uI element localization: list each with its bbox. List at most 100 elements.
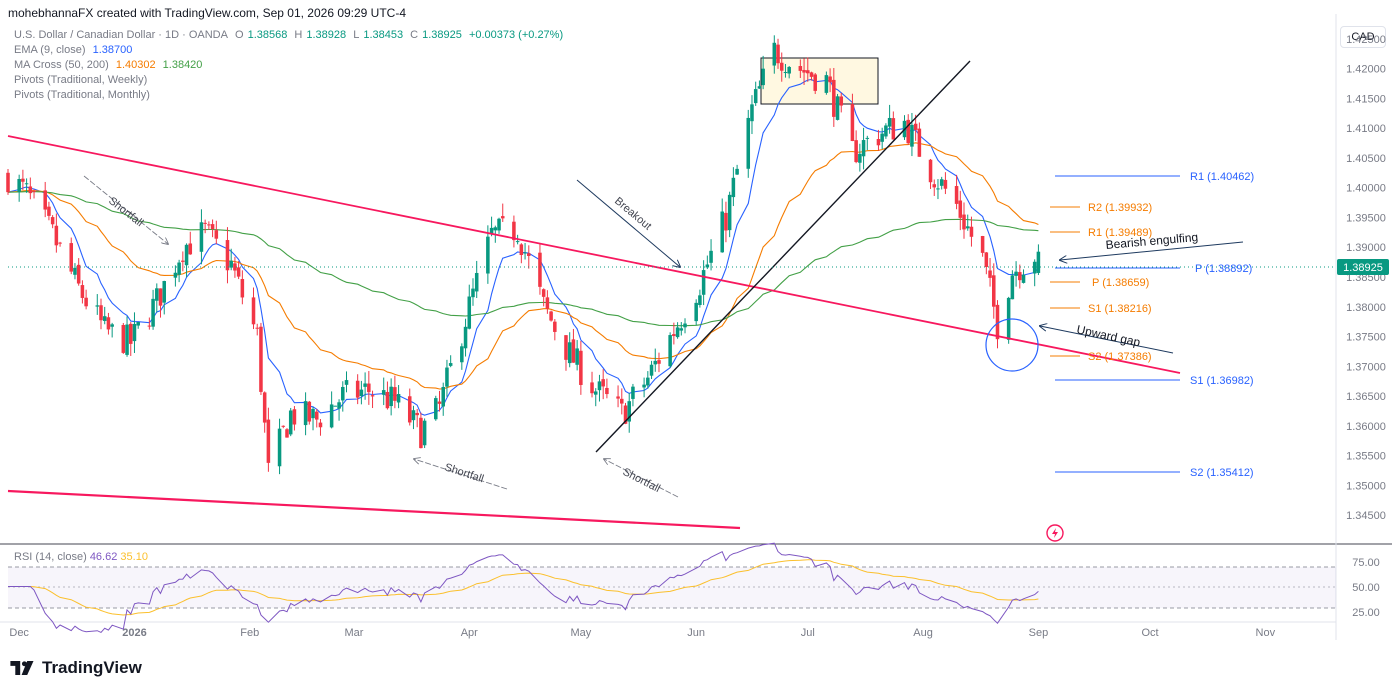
candle-body (646, 377, 650, 386)
ma50-value: 1.40302 (115, 59, 156, 71)
candle-body (58, 242, 62, 244)
candle-body (288, 410, 293, 435)
candle-body (928, 159, 933, 183)
price-axis[interactable]: 1.42500 1.42000 1.41500 1.41000 1.40500 1.400… (1346, 34, 1386, 522)
candle-body (6, 172, 10, 193)
ema-value: 1.38700 (92, 44, 133, 56)
candle-body (463, 326, 468, 349)
bearish-engulfing-arrow[interactable] (1060, 241, 1244, 260)
candle-body (318, 422, 323, 428)
candle-body (527, 253, 531, 256)
candle-body (471, 288, 475, 298)
rsi-ma-line (8, 559, 1039, 616)
shortfall-2-arrow[interactable] (414, 459, 508, 490)
candle-body (181, 260, 185, 262)
candle-body (344, 380, 349, 385)
candle-body (709, 250, 713, 263)
time-tick: Aug (913, 627, 933, 639)
candle-body (564, 335, 568, 360)
breakout-arrow[interactable] (576, 179, 680, 267)
ma-row[interactable]: MA Cross (50, 200) 1.40302 1.38420 (14, 58, 567, 73)
time-tick: Feb (240, 627, 259, 639)
rsi-value: 46.62 (89, 551, 118, 563)
ma-200-line[interactable] (7, 191, 1039, 327)
candle-body (162, 281, 167, 303)
candle-body (623, 405, 628, 424)
candle-body (199, 222, 204, 252)
candle-body (177, 262, 181, 275)
candle-body (262, 392, 267, 423)
candle-body (593, 391, 598, 395)
shortfall-3-arrow[interactable] (604, 459, 679, 498)
shortfall-1-arrow[interactable] (83, 175, 168, 244)
candle-body (672, 334, 676, 337)
monthly-s2-label: S2 (1.35412) (1190, 467, 1254, 479)
candle-body (314, 411, 319, 420)
candle-body (393, 387, 397, 401)
candle-body (541, 289, 546, 297)
candle-body (720, 211, 724, 253)
candle-body (422, 420, 427, 446)
time-tick: Oct (1141, 627, 1158, 639)
candle-body (549, 311, 553, 321)
gap-highlight-circle[interactable] (985, 318, 1039, 372)
candle-body (385, 391, 390, 409)
price-tick: 1.42000 (1346, 64, 1386, 76)
current-price-tag[interactable] (1337, 259, 1389, 275)
rsi-plot[interactable] (8, 542, 1039, 634)
pivots-weekly-row[interactable]: Pivots (Traditional, Weekly) (14, 73, 567, 88)
candle-body (24, 183, 29, 185)
lower-channel-line[interactable] (7, 489, 741, 530)
candle-body (80, 285, 85, 298)
candle-body (1014, 271, 1018, 276)
candle-body (188, 243, 193, 255)
candle-body (727, 194, 732, 231)
candle-body (943, 179, 948, 189)
rsi-band (8, 567, 1336, 608)
uptrend-line[interactable] (595, 60, 971, 453)
candle-body (210, 224, 215, 230)
candle-body (497, 218, 501, 231)
candle-body (575, 348, 579, 365)
weekly-r1-label: R1 (1.39489) (1088, 227, 1152, 239)
candle-body (958, 200, 963, 218)
candle-body (538, 252, 542, 287)
ema-9-line[interactable] (7, 78, 1039, 416)
candle-body (828, 76, 832, 83)
pivots-monthly-row[interactable]: Pivots (Traditional, Monthly) (14, 88, 567, 103)
symbol-name[interactable]: U.S. Dollar / Canadian Dollar · 1D · OAN… (14, 29, 228, 41)
candle-body (47, 206, 51, 216)
candle-body (73, 267, 77, 275)
weekly-p-label: P (1.38659) (1092, 277, 1149, 289)
candle-body (128, 323, 133, 344)
upward-gap-arrow[interactable] (1040, 326, 1174, 354)
rsi-legend[interactable]: RSI (14, close) 46.62 35.10 (14, 551, 148, 563)
candle-body (939, 179, 944, 186)
currency-button[interactable]: CAD (1340, 26, 1386, 48)
candle-body (657, 360, 661, 364)
tradingview-logo[interactable]: TradingView (10, 658, 142, 678)
time-tick: Sep (1029, 627, 1049, 639)
candle-body (512, 221, 516, 241)
time-axis[interactable]: Dec 2026 Feb Mar Apr May Jun Jul Aug Sep Oct Nov (9, 627, 1275, 639)
candle-body (954, 186, 959, 204)
pivots-monthly-label: Pivots (Traditional, Monthly) (14, 89, 150, 101)
candle-body (698, 295, 702, 305)
candle-body (668, 335, 672, 367)
candle-body (571, 339, 576, 363)
candle-body (381, 390, 386, 395)
candle-body (1018, 272, 1022, 281)
shortfall-2-label: Shortfall (443, 461, 485, 485)
candle-body (69, 243, 74, 272)
candle-body (631, 386, 635, 399)
candle-body (292, 409, 297, 425)
candle-body (917, 128, 922, 157)
ema-row[interactable]: EMA (9, close) 1.38700 (14, 43, 567, 58)
candle-body (229, 260, 233, 268)
candle-body (694, 302, 698, 322)
candle-body (701, 270, 706, 295)
ma-50-line[interactable] (7, 142, 1039, 390)
candle-body (750, 104, 754, 122)
upper-channel-line[interactable] (7, 135, 1181, 374)
